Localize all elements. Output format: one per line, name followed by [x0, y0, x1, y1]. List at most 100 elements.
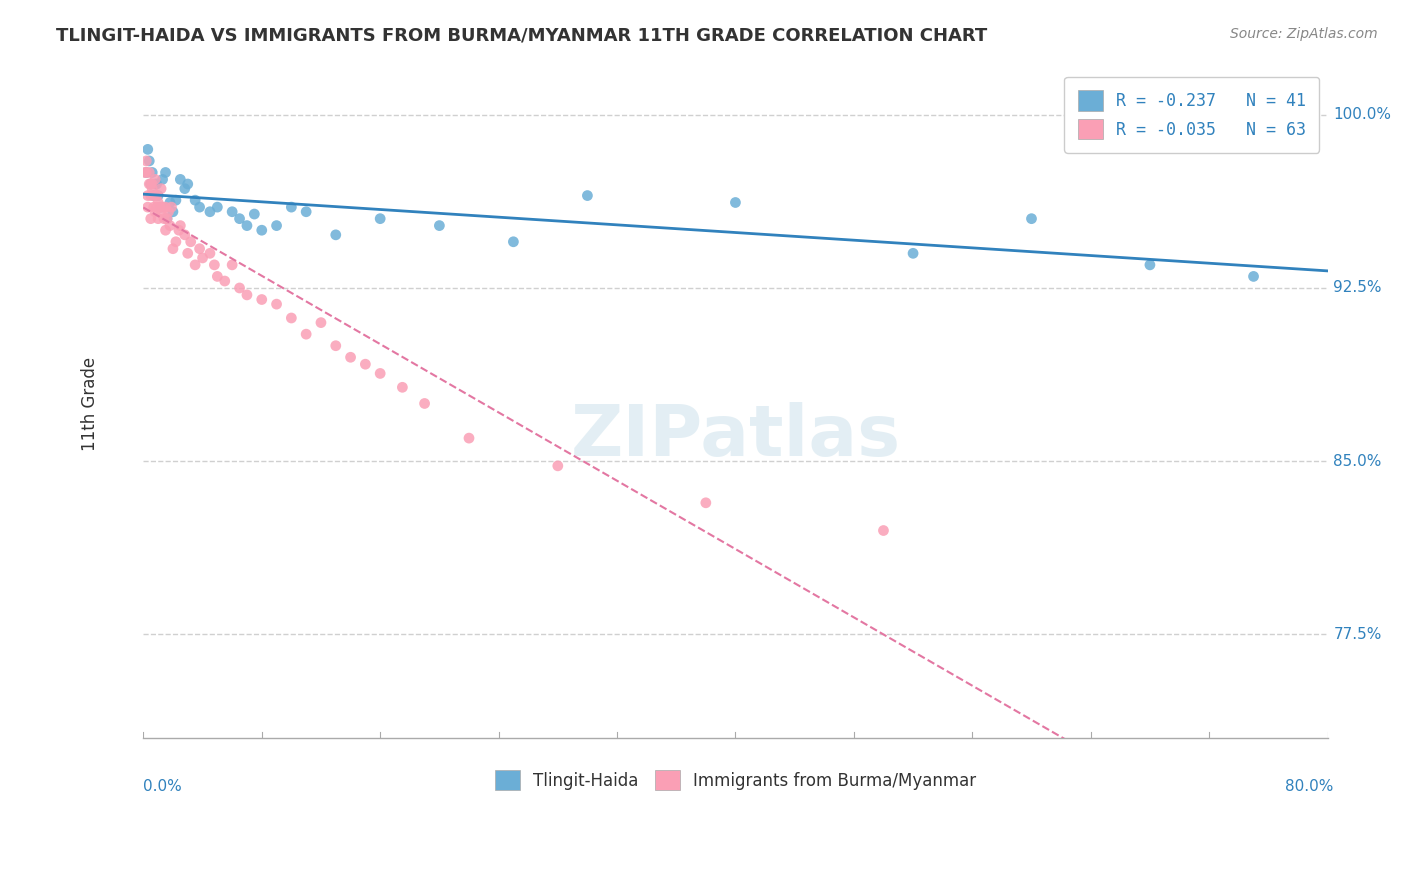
Point — [188, 200, 211, 214]
Point — [295, 327, 318, 342]
Point — [165, 235, 187, 249]
Point — [141, 165, 163, 179]
Point — [391, 380, 413, 394]
Point — [138, 177, 160, 191]
Point — [280, 311, 302, 326]
Point — [139, 188, 162, 202]
Point — [141, 177, 163, 191]
Point — [139, 177, 162, 191]
Point — [184, 258, 207, 272]
Point — [236, 219, 259, 233]
Point — [167, 223, 190, 237]
Point — [250, 223, 273, 237]
Point — [136, 200, 159, 214]
Point — [155, 200, 177, 214]
Point — [150, 181, 173, 195]
Point — [156, 211, 179, 226]
Text: Source: ZipAtlas.com: Source: ZipAtlas.com — [1230, 27, 1378, 41]
Point — [177, 246, 200, 260]
Point — [325, 339, 347, 353]
Point — [146, 211, 169, 226]
Point — [354, 357, 377, 371]
Point — [153, 211, 176, 226]
Point — [155, 223, 177, 237]
Point — [138, 153, 160, 168]
Text: 85.0%: 85.0% — [1333, 454, 1382, 468]
Point — [202, 258, 225, 272]
Point — [142, 200, 165, 214]
Point — [221, 204, 243, 219]
Point — [309, 316, 332, 330]
Point — [142, 188, 165, 202]
Point — [136, 142, 159, 156]
Legend: Tlingit-Haida, Immigrants from Burma/Myanmar: Tlingit-Haida, Immigrants from Burma/Mya… — [481, 756, 990, 804]
Point — [139, 211, 162, 226]
Point — [160, 200, 183, 214]
Text: TLINGIT-HAIDA VS IMMIGRANTS FROM BURMA/MYANMAR 11TH GRADE CORRELATION CHART: TLINGIT-HAIDA VS IMMIGRANTS FROM BURMA/M… — [56, 27, 987, 45]
Point — [155, 165, 177, 179]
Point — [135, 165, 157, 179]
Point — [143, 177, 166, 191]
Point — [145, 177, 167, 191]
Point — [250, 293, 273, 307]
Point — [207, 200, 229, 214]
Point — [325, 227, 347, 242]
Point — [149, 200, 172, 214]
Point — [146, 188, 169, 202]
Text: 92.5%: 92.5% — [1333, 280, 1382, 295]
Point — [141, 181, 163, 195]
Text: ZIPatlas: ZIPatlas — [571, 402, 900, 472]
Point — [266, 219, 288, 233]
Point — [901, 246, 924, 260]
Text: 80.0%: 80.0% — [1285, 779, 1333, 794]
Point — [236, 288, 259, 302]
Point — [188, 242, 211, 256]
Point — [198, 204, 221, 219]
Point — [724, 195, 747, 210]
Point — [458, 431, 481, 445]
Point — [368, 211, 391, 226]
Point — [339, 351, 361, 365]
Point — [184, 193, 207, 207]
Point — [177, 177, 200, 191]
Point — [228, 281, 250, 295]
Point — [1243, 269, 1265, 284]
Point — [547, 458, 569, 473]
Point — [228, 211, 250, 226]
Point — [135, 165, 157, 179]
Point — [191, 251, 214, 265]
Point — [136, 188, 159, 202]
Point — [135, 153, 157, 168]
Point — [214, 274, 236, 288]
Point — [134, 165, 156, 179]
Point — [413, 396, 436, 410]
Point — [156, 211, 179, 226]
Point — [502, 235, 524, 249]
Point — [150, 204, 173, 219]
Text: 77.5%: 77.5% — [1333, 627, 1382, 642]
Point — [145, 188, 167, 202]
Point — [138, 165, 160, 179]
Point — [368, 367, 391, 381]
Point — [143, 172, 166, 186]
Point — [162, 242, 184, 256]
Point — [139, 177, 162, 191]
Point — [159, 219, 181, 233]
Point — [576, 188, 599, 202]
Point — [142, 188, 165, 202]
Point — [162, 204, 184, 219]
Point — [872, 524, 894, 538]
Point — [180, 235, 202, 249]
Point — [295, 204, 318, 219]
Point — [266, 297, 288, 311]
Point — [1021, 211, 1043, 226]
Point — [221, 258, 243, 272]
Point — [169, 172, 191, 186]
Point — [150, 200, 173, 214]
Point — [152, 200, 174, 214]
Point — [165, 193, 187, 207]
Point — [280, 200, 302, 214]
Text: 0.0%: 0.0% — [143, 779, 183, 794]
Point — [207, 269, 229, 284]
Point — [198, 246, 221, 260]
